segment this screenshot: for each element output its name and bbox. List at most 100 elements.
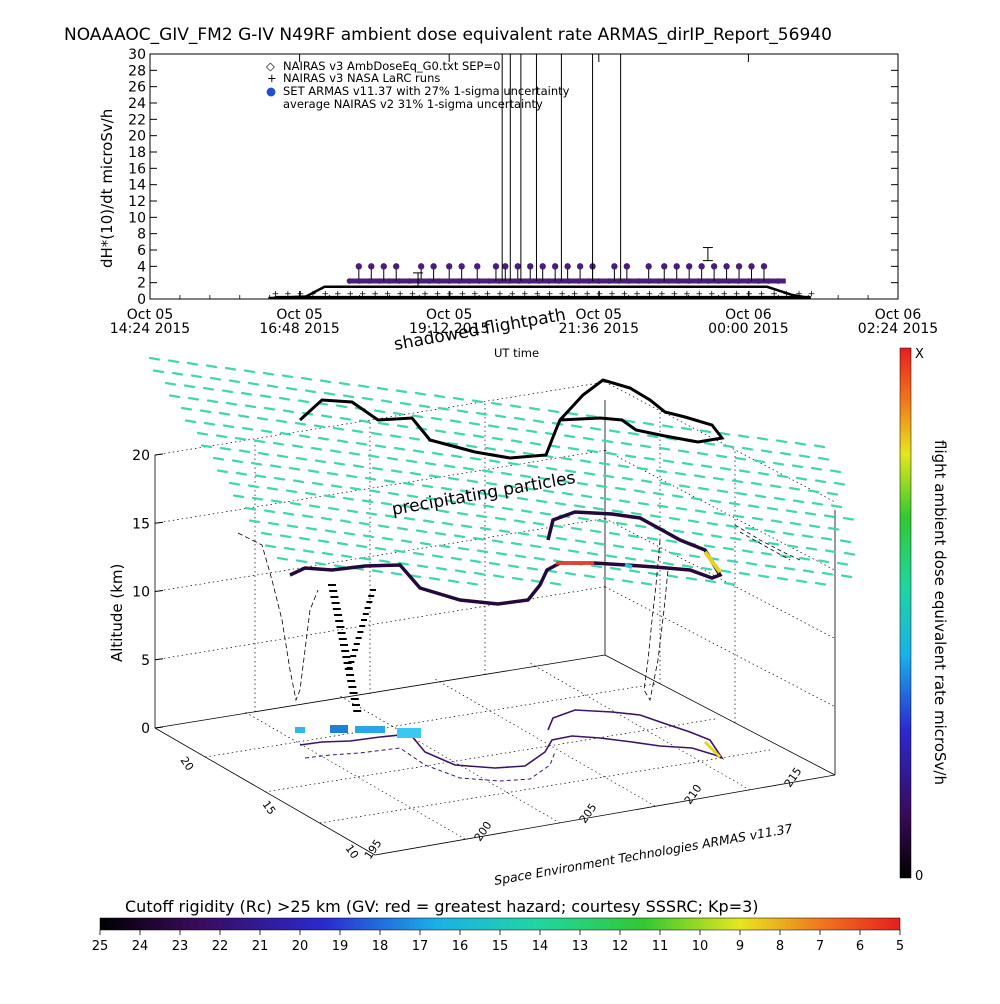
particle-dash bbox=[491, 539, 504, 544]
particle-dash bbox=[361, 396, 374, 401]
armas-point bbox=[486, 278, 492, 284]
particle-dash bbox=[450, 454, 463, 459]
particle-dash bbox=[817, 559, 830, 564]
rigidity-tick-label: 25 bbox=[92, 939, 109, 954]
particle-dash bbox=[680, 426, 693, 431]
z-tick-mark bbox=[154, 726, 164, 729]
particle-dash bbox=[283, 546, 296, 551]
particle-dash bbox=[590, 564, 603, 569]
z-tick-mark bbox=[154, 590, 164, 592]
armas-point bbox=[576, 263, 584, 270]
particle-dash bbox=[272, 441, 285, 446]
particle-dash bbox=[253, 439, 266, 444]
particle-dash bbox=[643, 456, 656, 461]
y-tick-label: 10 bbox=[128, 210, 146, 226]
particle-dash bbox=[577, 516, 590, 521]
ground-hotspot bbox=[295, 727, 305, 733]
larc-marker: + bbox=[571, 289, 579, 299]
lat-tick-label: 15 bbox=[260, 798, 279, 817]
particle-dash bbox=[589, 426, 602, 431]
rigidity-colorbar-ramp bbox=[99, 917, 901, 931]
particle-dash bbox=[709, 499, 722, 504]
armas-point bbox=[685, 263, 693, 270]
particle-dash bbox=[741, 446, 754, 451]
descent-trace-right bbox=[643, 539, 669, 702]
particle-dash bbox=[248, 519, 261, 524]
particle-dash bbox=[438, 544, 451, 549]
larc-marker: + bbox=[733, 289, 741, 299]
particle-dash bbox=[187, 396, 200, 401]
particle-dash bbox=[219, 446, 232, 451]
particle-dash bbox=[599, 496, 612, 501]
particle-dash bbox=[383, 479, 396, 484]
z-tick-mark bbox=[154, 453, 164, 456]
particle-dash bbox=[528, 406, 541, 411]
legend-label-2: NAIRAS v3 NASA LaRC runs bbox=[283, 71, 440, 85]
larc-marker: + bbox=[509, 289, 517, 299]
particle-dash bbox=[456, 511, 469, 516]
particle-dash bbox=[529, 441, 542, 446]
particle-dash bbox=[726, 559, 739, 564]
particle-dash bbox=[723, 581, 736, 586]
particle-dash bbox=[371, 466, 384, 471]
particle-dash bbox=[479, 526, 492, 531]
particle-dash bbox=[357, 384, 370, 389]
armas-point bbox=[723, 263, 730, 270]
particle-dash bbox=[533, 556, 546, 561]
particle-dash bbox=[361, 499, 374, 504]
z-tick-label: 15 bbox=[132, 516, 150, 532]
particle-dash bbox=[523, 486, 536, 491]
particle-dash bbox=[661, 424, 674, 429]
particle-dash bbox=[690, 496, 703, 501]
larc-marker: + bbox=[683, 289, 691, 299]
particle-dash bbox=[389, 434, 402, 439]
armas-point bbox=[605, 278, 612, 284]
particle-dash bbox=[605, 451, 618, 456]
armas-point bbox=[436, 278, 443, 284]
larc-marker: + bbox=[608, 289, 616, 299]
particle-dash bbox=[362, 534, 375, 539]
particle-dash bbox=[824, 549, 837, 554]
particle-dash bbox=[764, 564, 777, 569]
particle-dash bbox=[747, 504, 760, 509]
particle-dash bbox=[718, 431, 731, 436]
particle-dash bbox=[782, 531, 795, 536]
particle-dash bbox=[547, 409, 560, 414]
particle-dash bbox=[478, 491, 491, 496]
particle-dash bbox=[500, 471, 513, 476]
particle-dash bbox=[279, 431, 292, 436]
particle-dash bbox=[658, 446, 671, 451]
particle-dash bbox=[585, 414, 598, 419]
particle-dash bbox=[292, 479, 305, 484]
larc-marker: + bbox=[708, 289, 716, 299]
particle-dash bbox=[811, 501, 824, 506]
armas-point bbox=[476, 278, 482, 284]
flightpath-ground bbox=[299, 709, 725, 769]
particle-dash bbox=[444, 499, 457, 504]
armas-point bbox=[506, 278, 512, 284]
particle-dash bbox=[757, 471, 770, 476]
y-tick-label: 16 bbox=[128, 161, 146, 177]
particle-dash bbox=[319, 379, 332, 384]
particle-dash bbox=[412, 449, 425, 454]
particle-dash bbox=[180, 406, 193, 411]
particle-dash bbox=[452, 396, 465, 401]
particle-dash bbox=[488, 561, 501, 566]
particle-dash bbox=[419, 541, 432, 546]
particle-dash bbox=[716, 489, 729, 494]
particle-dash bbox=[655, 469, 668, 474]
larc-marker: + bbox=[297, 289, 305, 299]
dose-colorbar-top-label: X bbox=[915, 347, 924, 362]
larc-marker: + bbox=[359, 289, 367, 299]
particle-dash bbox=[491, 436, 504, 441]
flightpath-hotspot-yellow bbox=[703, 550, 722, 574]
particle-dash bbox=[381, 536, 394, 541]
armas-point bbox=[380, 263, 387, 270]
particle-dash bbox=[190, 374, 203, 379]
dose-colorbar-title: flight ambient dose equivalent rate micr… bbox=[931, 440, 949, 785]
larc-marker: + bbox=[459, 289, 467, 299]
armas-point bbox=[514, 263, 521, 270]
